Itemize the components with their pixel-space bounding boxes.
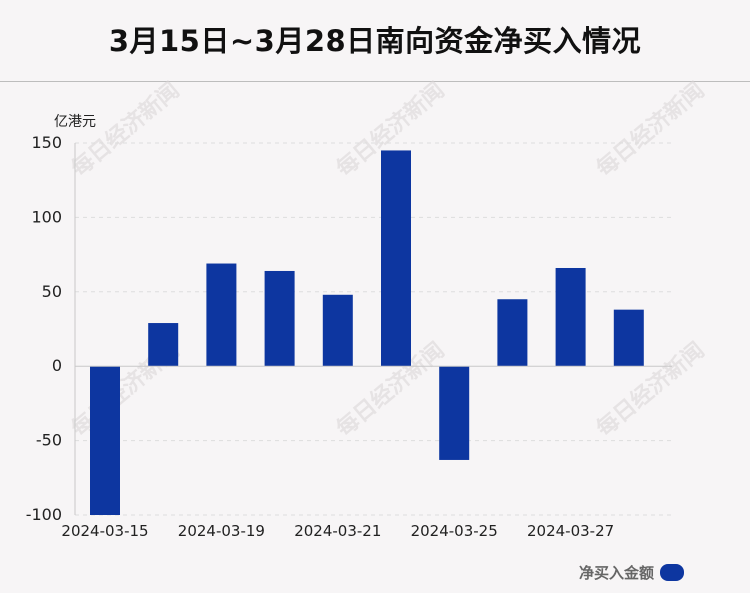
x-tick-label-2024-03-15: 2024-03-15	[61, 522, 148, 540]
bar-2024-03-27	[556, 268, 586, 366]
bar-2024-03-28	[614, 310, 644, 367]
bar-2024-03-26	[497, 299, 527, 366]
bar-2024-03-20	[265, 271, 295, 366]
y-tick-label--100: -100	[26, 505, 62, 524]
watermark-2: 每日经济新闻	[592, 77, 710, 182]
bar-2024-03-15	[90, 366, 120, 515]
bar-2024-03-25	[439, 366, 469, 460]
x-tick-label-2024-03-21: 2024-03-21	[294, 522, 381, 540]
x-tick-label-2024-03-25: 2024-03-25	[411, 522, 498, 540]
y-tick-label-50: 50	[42, 282, 62, 301]
legend-swatch	[660, 564, 684, 581]
y-axis-label: 亿港元	[54, 114, 96, 130]
legend-label: 净买入金额	[579, 562, 654, 583]
legend: 净买入金额	[579, 562, 684, 583]
bar-2024-03-21	[323, 295, 353, 366]
y-tick-label-150: 150	[31, 133, 62, 152]
watermark-5: 每日经济新闻	[592, 337, 710, 442]
y-tick-label-100: 100	[31, 207, 62, 226]
x-tick-label-2024-03-27: 2024-03-27	[527, 522, 614, 540]
y-tick-label-0: 0	[52, 356, 62, 375]
y-tick-label--50: -50	[36, 431, 62, 450]
bar-2024-03-19	[206, 264, 236, 367]
x-tick-label-2024-03-19: 2024-03-19	[178, 522, 265, 540]
bar-2024-03-22	[381, 150, 411, 366]
bar-2024-03-18	[148, 323, 178, 366]
